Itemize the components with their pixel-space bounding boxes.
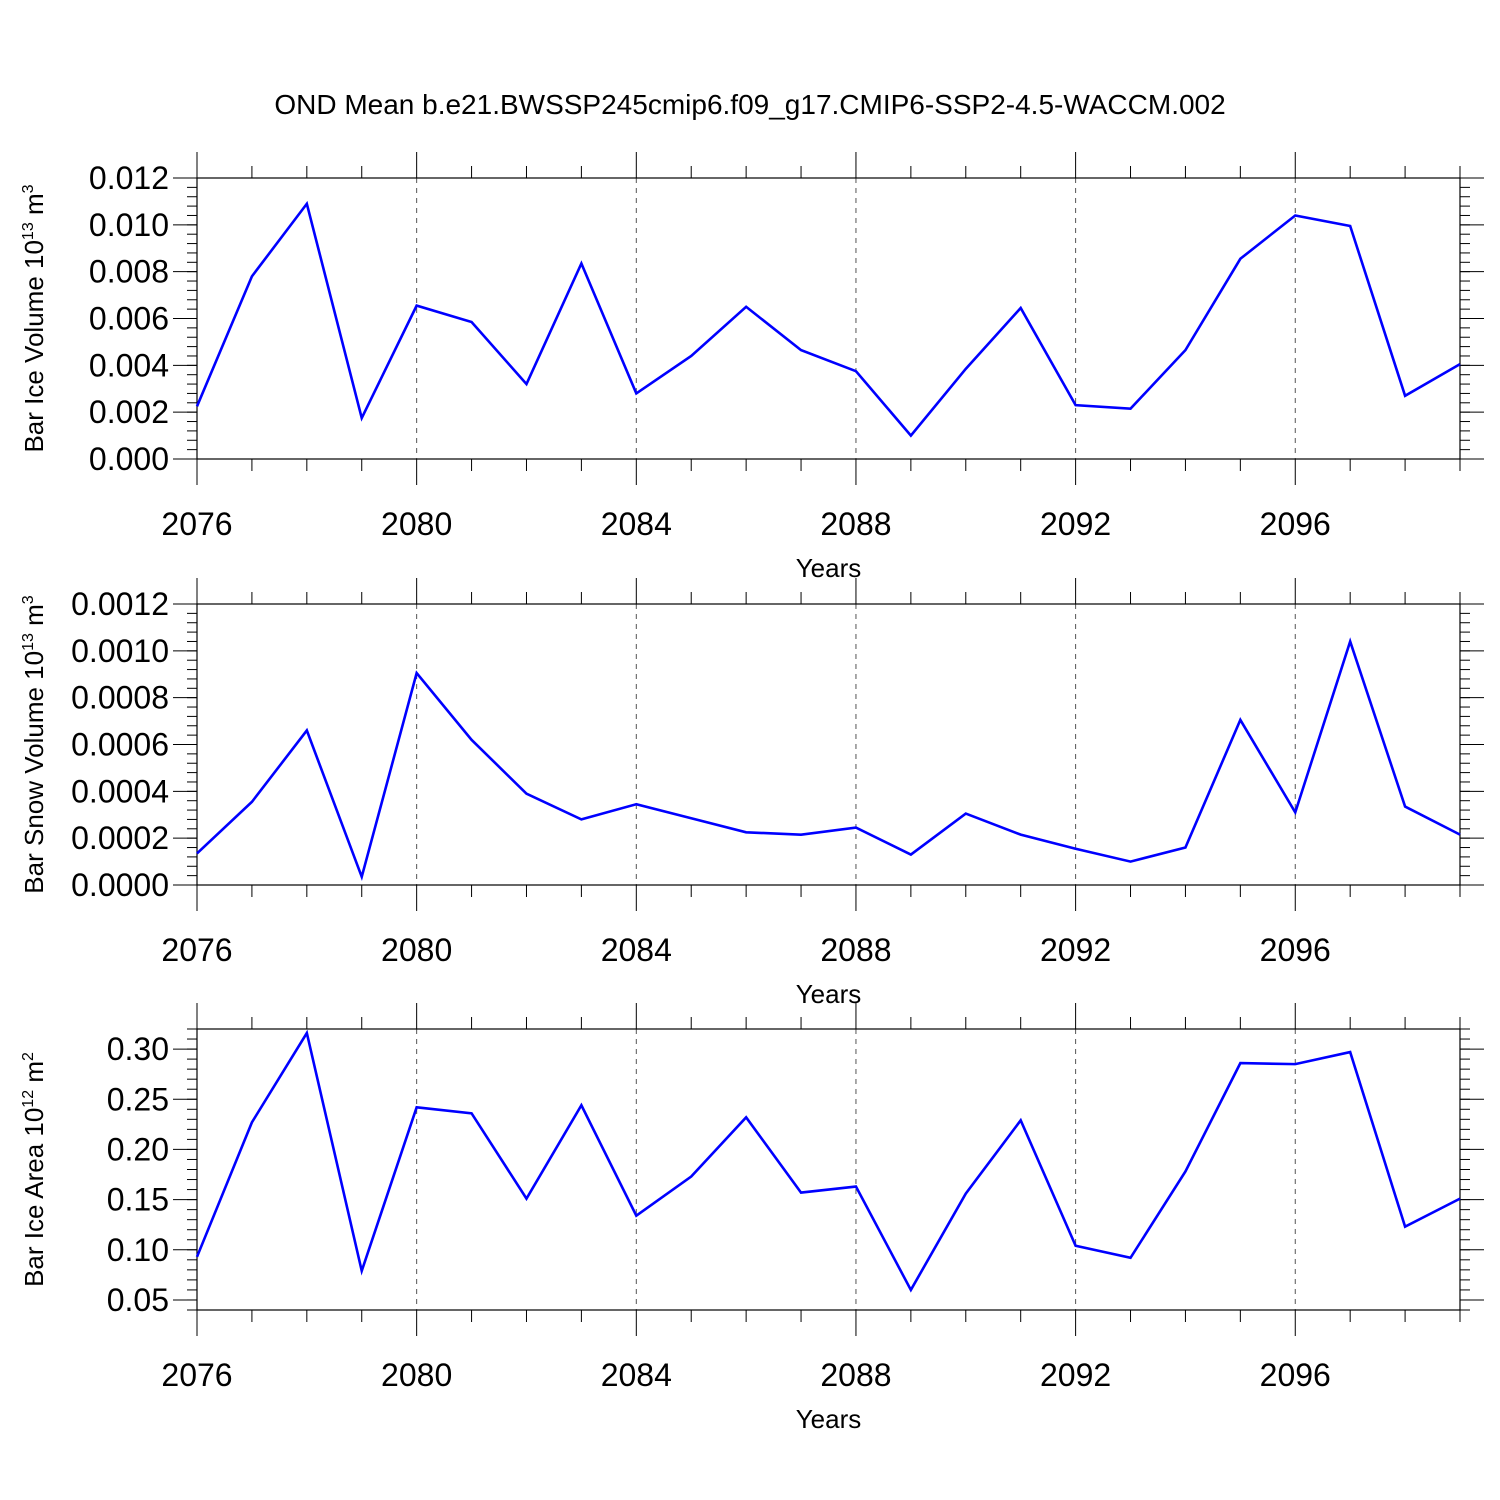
x-tick-label: 2080 <box>381 506 452 542</box>
y-tick-label: 0.006 <box>89 301 169 337</box>
chart-panel-3: 0.05 0.10 0.15 0.20 0.25 0.30 2076 2080 2084 2088… <box>19 1003 1484 1434</box>
x-tick-label: 2096 <box>1260 932 1331 968</box>
x-tick-label: 2084 <box>601 1357 672 1393</box>
y-tick-label: 0.012 <box>89 160 169 196</box>
y-tick-label: 0.004 <box>89 347 169 383</box>
y-tick-label: 0.20 <box>107 1131 169 1167</box>
x-tick-label: 2088 <box>820 1357 891 1393</box>
x-axis-label: Years <box>796 553 862 583</box>
x-axis-label: Years <box>796 1404 862 1434</box>
y-tick-label: 0.0012 <box>71 586 169 622</box>
y-axis-label: Bar Ice Area 1012 m2 <box>19 1052 49 1287</box>
y-tick-label: 0.15 <box>107 1182 169 1218</box>
y-axis-label: Bar Snow Volume 1013 m3 <box>19 595 49 894</box>
x-tick-label: 2096 <box>1260 506 1331 542</box>
x-tick-label: 2080 <box>381 1357 452 1393</box>
y-tick-label: 0.010 <box>89 207 169 243</box>
y-tick-label: 0.25 <box>107 1081 169 1117</box>
x-axis-label: Years <box>796 979 862 1009</box>
plot-frame <box>196 603 1461 886</box>
plot-frame <box>196 1028 1461 1311</box>
y-tick-label: 0.05 <box>107 1282 169 1318</box>
y-tick-label: 0.10 <box>107 1232 169 1268</box>
y-tick-label: 0.0002 <box>71 820 169 856</box>
x-tick-label: 2088 <box>820 932 891 968</box>
x-tick-label: 2076 <box>161 932 232 968</box>
chart-title: OND Mean b.e21.BWSSP245cmip6.f09_g17.CMI… <box>274 89 1225 120</box>
x-tick-label: 2076 <box>161 1357 232 1393</box>
plot-frame <box>196 177 1461 460</box>
y-tick-label: 0.0004 <box>71 773 169 809</box>
y-tick-label: 0.30 <box>107 1031 169 1067</box>
y-tick-label: 0.000 <box>89 441 169 477</box>
chart-panel-1: 0.000 0.002 0.004 0.006 0.008 0.010 0.012 2076 2… <box>19 152 1484 583</box>
y-tick-label: 0.002 <box>89 394 169 430</box>
y-axis-label: Bar Ice Volume 1013 m3 <box>19 184 49 452</box>
series-line <box>196 637 1461 882</box>
series-line <box>195 200 1461 438</box>
x-tick-label: 2092 <box>1040 932 1111 968</box>
y-tick-label: 0.008 <box>89 254 169 290</box>
x-tick-label: 2084 <box>601 932 672 968</box>
y-tick-label: 0.0006 <box>71 727 169 763</box>
y-tick-label: 0.0010 <box>71 633 169 669</box>
x-tick-label: 2080 <box>381 932 452 968</box>
x-tick-label: 2096 <box>1260 1357 1331 1393</box>
chart-panel-2: 0.0000 0.0002 0.0004 0.0006 0.0008 0.0010 0.00… <box>19 578 1484 1009</box>
x-tick-label: 2076 <box>161 506 232 542</box>
x-tick-label: 2092 <box>1040 506 1111 542</box>
series-line <box>195 1029 1461 1293</box>
x-tick-label: 2088 <box>820 506 891 542</box>
x-tick-label: 2084 <box>601 506 672 542</box>
y-tick-label: 0.0000 <box>71 867 169 903</box>
y-tick-label: 0.0008 <box>71 680 169 716</box>
x-tick-label: 2092 <box>1040 1357 1111 1393</box>
